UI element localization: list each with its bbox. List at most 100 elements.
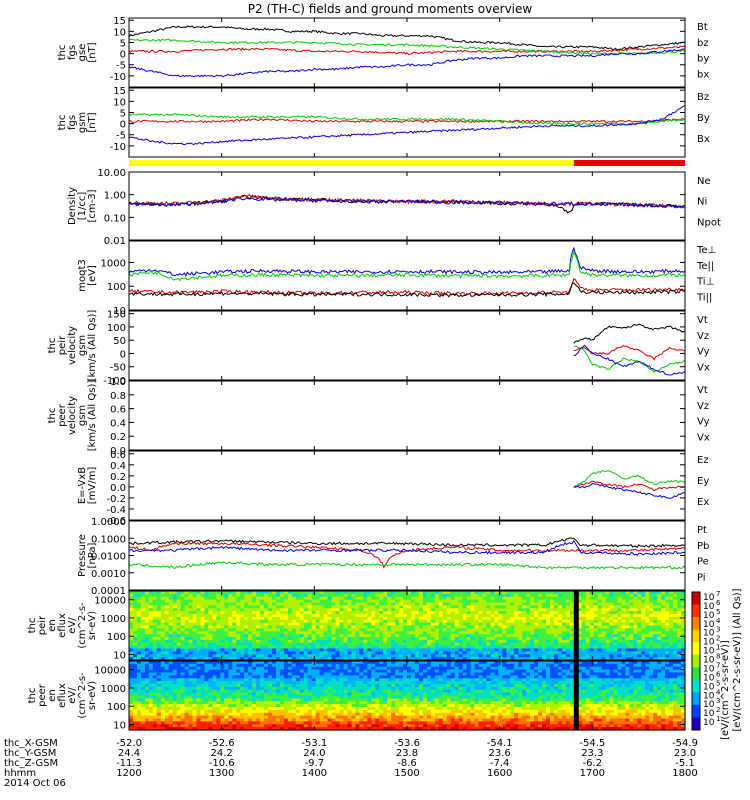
heatmap-cell [395,672,400,676]
heatmap-cell [550,678,555,682]
heatmap-cell [637,657,642,661]
heatmap-cell [605,625,611,629]
heatmap-cell [168,625,174,629]
heatmap-cell [625,672,630,676]
heatmap-cell [681,681,686,685]
legend-entry: Pi [697,572,706,583]
heatmap-cell [379,651,384,655]
heatmap-cell [414,599,420,604]
heatmap-cell [498,602,503,606]
heatmap-cell [494,611,499,615]
heatmap-cell [133,616,138,621]
heatmap-cell [355,622,360,627]
heatmap-cell [565,634,571,638]
heatmap-cell [184,614,190,618]
heatmap-cell [605,684,611,688]
heatmap-cell [542,681,547,685]
heatmap-cell [156,611,162,615]
heatmap-cell [681,591,686,595]
heatmap-cell [565,654,571,658]
heatmap-cell [355,596,360,601]
heatmap-cell [649,599,654,604]
heatmap-cell [621,651,627,655]
heatmap-cell [180,628,186,632]
heatmap-cell [252,663,257,668]
heatmap-cell [569,651,575,655]
heatmap-cell [557,654,563,658]
heatmap-cell [240,639,245,644]
heatmap-cell [192,614,198,618]
heatmap-cell [133,663,138,668]
heatmap-cell [216,681,221,685]
heatmap-cell [482,651,488,655]
heatmap-cell [192,672,198,676]
heatmap-cell [268,599,273,604]
heatmap-cell [287,666,293,671]
heatmap-cell [649,645,654,650]
heatmap-cell [438,608,444,612]
heatmap-cell [311,622,317,627]
heatmap-cell [462,634,468,638]
heatmap-cell [184,619,190,624]
heatmap-cell [407,599,412,604]
heatmap-cell [593,599,599,604]
heatmap-cell [669,631,674,635]
heatmap-cell [486,672,491,676]
heatmap-cell [673,616,678,621]
heatmap-cell [418,681,424,685]
heatmap-cell [458,675,464,679]
heatmap-cell [629,602,634,606]
heatmap-cell [442,602,448,606]
heatmap-cell [379,639,384,644]
heatmap-cell [176,599,182,604]
heatmap-cell [597,651,603,655]
heatmap-cell [414,611,420,615]
heatmap-cell [323,639,329,644]
heatmap-cell [307,593,313,598]
heatmap-cell [144,681,150,685]
heatmap-cell [327,628,333,632]
heatmap-cell [430,669,436,674]
heatmap-cell [613,637,619,641]
legend-entry: Ti⊥ [696,277,714,288]
heatmap-cell [550,593,555,598]
heatmap-cell [140,654,146,658]
heatmap-cell [188,654,194,658]
heatmap-cell [379,591,384,595]
heatmap-cell [450,657,456,661]
heatmap-cell [303,642,309,647]
heatmap-cell [422,684,428,688]
heatmap-cell [216,639,221,644]
heatmap-cell [649,639,654,644]
heatmap-cell [327,657,333,661]
heatmap-cell [180,622,186,627]
heatmap-cell [212,593,217,598]
heatmap-cell [184,637,190,641]
heatmap-cell [343,651,349,655]
heatmap-cell [657,614,662,618]
heatmap-cell [287,605,293,609]
heatmap-cell [478,628,484,632]
heatmap-cell [152,678,158,682]
heatmap-cell [621,669,627,674]
heatmap-cell [403,681,408,685]
heatmap-cell [339,663,345,668]
heatmap-cell [272,608,277,612]
heatmap-cell [605,661,611,665]
heatmap-cell [176,684,182,688]
heatmap-cell [411,605,416,609]
heatmap-cell [399,605,404,609]
heatmap-cell [450,639,456,644]
heatmap-cell [355,611,360,615]
heatmap-cell [518,684,523,688]
heatmap-cell [240,645,245,650]
heatmap-cell [542,651,547,655]
heatmap-cell [152,681,158,685]
heatmap-cell [645,591,650,595]
heatmap-cell [359,622,364,627]
heatmap-cell [665,622,670,627]
heatmap-cell [625,591,630,595]
heatmap-cell [430,634,436,638]
heatmap-cell [605,678,611,682]
heatmap-cell [224,648,229,652]
